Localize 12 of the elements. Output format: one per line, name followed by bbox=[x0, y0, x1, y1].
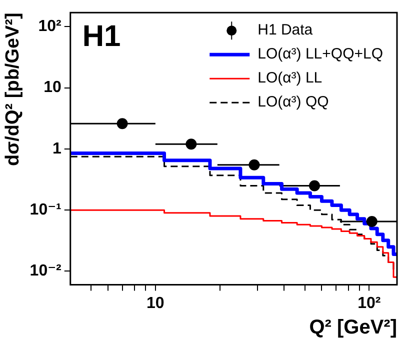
y-axis-title: dσ/dQ² [pb/GeV²] bbox=[2, 12, 24, 166]
y-tick-label: 10 bbox=[44, 79, 62, 96]
legend-label: LO(α³) LL+QQ+LQ bbox=[258, 46, 384, 63]
y-tick-label: 10² bbox=[38, 18, 62, 36]
legend-label: H1 Data bbox=[258, 22, 314, 39]
legend-label: LO(α³) QQ bbox=[258, 94, 329, 111]
y-tick-label: 1 bbox=[52, 140, 62, 158]
y-tick-label: 10⁻¹ bbox=[30, 202, 62, 219]
chart-title: H1 bbox=[82, 20, 121, 53]
x-axis-title: Q² [GeV²] bbox=[309, 316, 397, 339]
legend-label: LO(α³) LL bbox=[258, 70, 322, 87]
y-tick-label: 10⁻² bbox=[30, 262, 62, 280]
